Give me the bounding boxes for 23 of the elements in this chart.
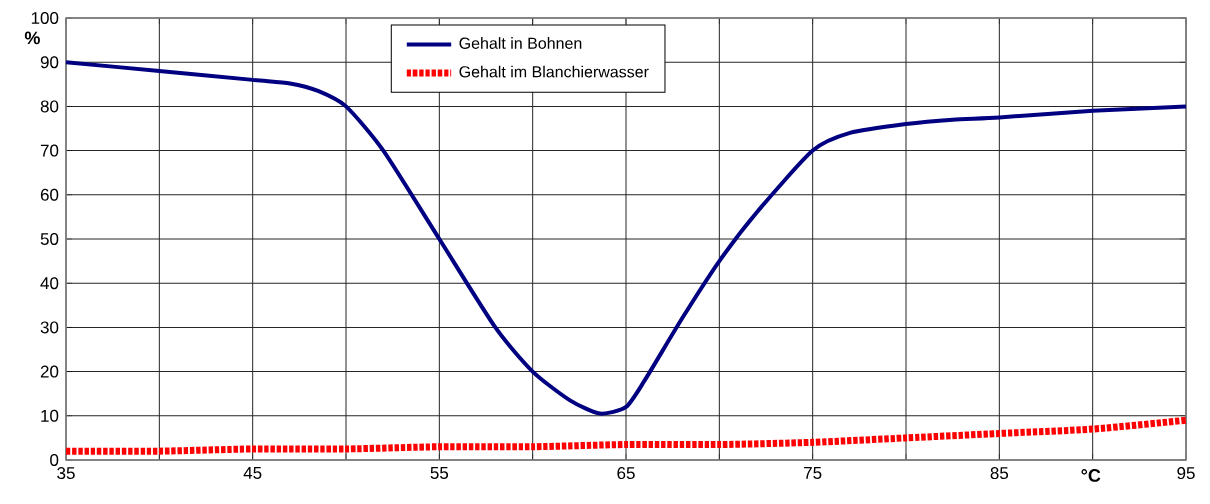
line-series xyxy=(64,60,1188,416)
x-tick-label: 35 xyxy=(57,467,75,480)
y-tick-label: 50 xyxy=(40,232,59,246)
y-axis-title: % xyxy=(24,31,40,45)
legend-label: Gehalt im Blanchierwasser xyxy=(459,65,649,78)
x-tick-label: 65 xyxy=(617,467,635,480)
y-tick-label: 40 xyxy=(40,277,59,290)
x-tick-label: 85 xyxy=(990,467,1009,480)
y-tick-label: 100 xyxy=(31,11,59,25)
x-tick-label: 95 xyxy=(1177,467,1195,480)
x-tick-label: 55 xyxy=(430,467,449,479)
x-axis-title: °C xyxy=(1081,469,1101,482)
y-tick-label: 30 xyxy=(40,321,59,334)
y-tick-label: 70 xyxy=(40,144,59,157)
legend-label: Gehalt in Bohnen xyxy=(459,37,582,49)
y-tick-label: 0 xyxy=(50,453,59,467)
y-tick-label: 10 xyxy=(41,409,59,422)
y-tick-label: 20 xyxy=(40,365,59,378)
y-tick-label: 80 xyxy=(40,100,59,113)
y-tick-label: 60 xyxy=(40,188,59,201)
x-tick-label: 45 xyxy=(243,467,262,479)
x-tick-label: 75 xyxy=(804,467,822,479)
y-tick-label: 90 xyxy=(40,56,59,69)
